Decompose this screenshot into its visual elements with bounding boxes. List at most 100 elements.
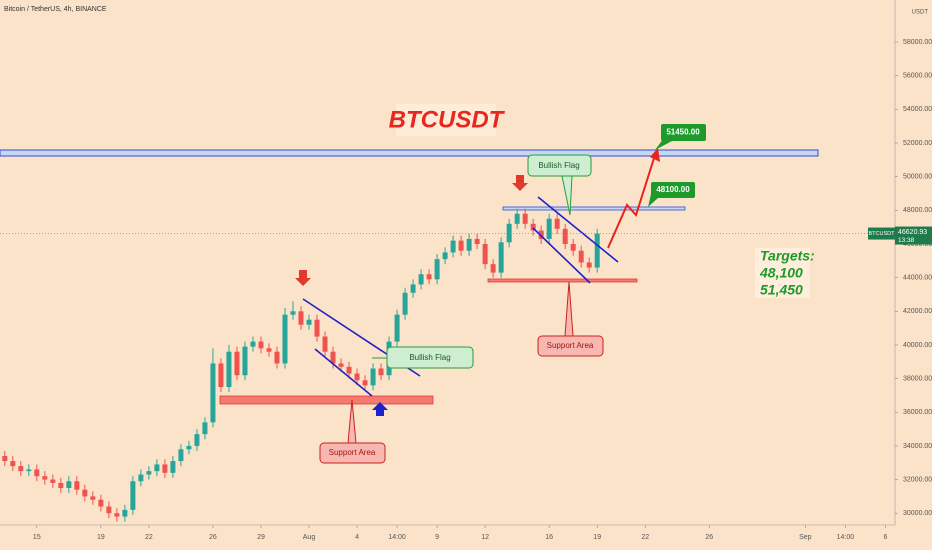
targets-title: Targets:	[760, 248, 815, 264]
callout-box	[527, 154, 592, 177]
candle-body	[122, 509, 128, 517]
candle-body	[298, 311, 304, 325]
axes: 30000.00 32000.00 34000.00 36000.00 38000.00…	[0, 39, 932, 541]
candle-body	[586, 262, 592, 268]
down-arrow	[295, 270, 311, 286]
x-tick-label: 9	[435, 534, 439, 541]
candle-body	[50, 479, 56, 483]
candle-body	[538, 230, 544, 239]
x-tick-label: 19	[97, 534, 105, 541]
candle-body	[554, 218, 560, 229]
price-label-bg	[868, 227, 895, 240]
y-tick-label: 44000.00	[903, 274, 932, 281]
y-tick-label: 30000.00	[903, 510, 932, 517]
y-tick-label: 32000.00	[903, 476, 932, 483]
y-tick-label: 40000.00	[903, 342, 932, 349]
candle-body	[418, 274, 424, 285]
candle-body	[450, 240, 456, 253]
callout-text: Support Area	[329, 448, 376, 457]
candle-body	[98, 499, 104, 507]
callout-pointer	[564, 281, 574, 337]
candle-body	[2, 456, 8, 462]
support-zone	[219, 395, 434, 405]
callout-box	[386, 346, 474, 369]
candle-body	[362, 380, 368, 386]
callout-text: Bullish Flag	[538, 161, 579, 170]
candle-body	[242, 346, 248, 376]
candle-body	[26, 469, 32, 472]
candle-body	[202, 422, 208, 435]
callout-box	[319, 442, 386, 464]
candle-body	[306, 319, 312, 325]
resistance-zone	[502, 206, 686, 211]
y-tick-label: 54000.00	[903, 106, 932, 113]
y-tick-label: 50000.00	[903, 174, 932, 181]
candle-body	[146, 471, 152, 475]
candle-body	[522, 213, 528, 224]
x-tick-label: 22	[145, 534, 153, 541]
down-arrow	[512, 175, 528, 191]
candle-body	[250, 341, 256, 347]
candle-body	[18, 466, 24, 472]
candle-body	[458, 240, 464, 251]
projection-arrowhead	[650, 148, 660, 162]
candle-body	[114, 513, 120, 517]
projection-path	[607, 154, 656, 249]
callout-text: Bullish Flag	[409, 353, 450, 362]
candle-body	[338, 363, 344, 367]
x-tick-label: 14:00	[837, 534, 855, 541]
candle-body	[154, 464, 160, 472]
candle-body	[490, 264, 496, 273]
candle-body	[186, 445, 192, 450]
level-box	[651, 182, 695, 198]
channel-line	[532, 227, 591, 284]
callout-box	[537, 335, 604, 357]
candle-body	[570, 243, 576, 251]
candle-body	[266, 348, 272, 352]
x-tick-label: 26	[209, 534, 217, 541]
candle-body	[402, 292, 408, 315]
targets-bg	[755, 248, 810, 298]
x-tick-label: 4	[355, 534, 359, 541]
candle-body	[546, 218, 552, 239]
last-price: 46620.93	[898, 229, 927, 236]
up-arrow	[372, 402, 388, 416]
target-value: 51,450	[760, 282, 803, 298]
callout-text: Support Area	[547, 341, 594, 350]
candle-body	[498, 242, 504, 273]
candle-body	[346, 366, 352, 374]
candle-body	[290, 311, 296, 315]
x-tick-label: 15	[33, 534, 41, 541]
candle-body	[178, 449, 184, 462]
candle-body	[322, 336, 328, 352]
candle-body	[34, 469, 40, 477]
candle-body	[434, 259, 440, 280]
candle-body	[282, 314, 288, 364]
candle-body	[354, 373, 360, 381]
y-tick-label: 42000.00	[903, 308, 932, 315]
countdown: 13:38	[898, 237, 915, 244]
candle-body	[42, 476, 48, 480]
symbol-header: Bitcoin / TetherUS, 4h, BINANCE	[4, 6, 107, 13]
x-tick-label: Sep	[799, 534, 812, 541]
x-tick-label: 14:00	[388, 534, 406, 541]
x-tick-label: 29	[257, 534, 265, 541]
candle-body	[330, 351, 336, 364]
x-tick-label: Aug	[303, 534, 316, 541]
level-box	[661, 124, 706, 141]
x-tick-label: 19	[593, 534, 601, 541]
candle-body	[194, 434, 200, 446]
x-tick-label: 26	[705, 534, 713, 541]
y-tick-label: 58000.00	[903, 39, 932, 46]
candle-body	[258, 341, 264, 349]
candle-body	[578, 250, 584, 263]
callout-pointer	[347, 399, 357, 444]
chart-title: BTCUSDT	[389, 106, 506, 133]
currency: USDT	[912, 10, 929, 16]
y-tick-label: 56000.00	[903, 73, 932, 80]
candle-body	[530, 223, 536, 231]
candle-body	[106, 506, 112, 514]
candle-body	[474, 238, 480, 244]
